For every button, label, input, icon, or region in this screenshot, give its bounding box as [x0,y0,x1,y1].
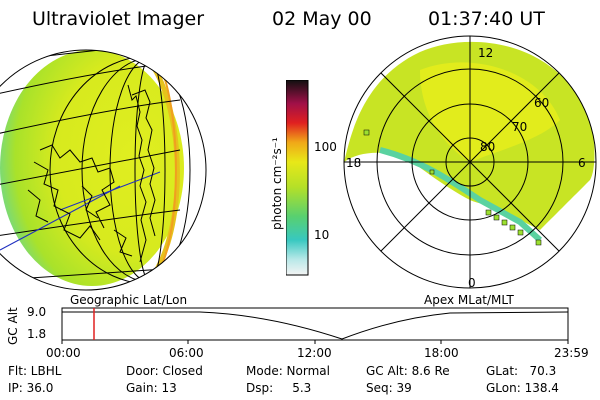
glat-info: GLat: 70.3 [486,364,557,378]
limb-bright [147,60,180,282]
apex-map-label: Apex MLat/MLT [424,293,514,307]
altitude-tick-high: 9.0 [27,305,47,319]
gain-info: Gain: 13 [126,381,177,395]
polar-grid [343,35,597,289]
mlt-label-18: 18 [346,156,362,170]
colorbar-tick-10: 10 [314,228,330,242]
time-label: 01:37:40 UT [428,8,545,30]
seq-info: Seq: 39 [366,381,412,395]
date-label: 02 May 00 [272,8,372,30]
ip-info: IP: 36.0 [8,381,54,395]
door-info: Door: Closed [126,364,203,378]
altitude-curve [62,311,569,340]
mode-info: Mode: Normal [246,364,330,378]
dayside-glow [0,50,184,286]
geographic-map-label: Geographic Lat/Lon [70,293,188,307]
time-tick-1200: 12:00 [297,346,332,360]
mlt-label-6: 6 [578,156,586,170]
instrument-title: Ultraviolet Imager [32,8,205,30]
mlt-label-0: 0 [468,276,476,290]
mlat-label-80: 80 [480,140,496,154]
time-tick-0600: 06:00 [169,346,204,360]
altitude-tick-low: 1.8 [27,327,47,341]
time-tick-2359: 23:59 [554,346,589,360]
coastlines [27,84,156,263]
time-tick-1800: 18:00 [424,346,459,360]
dsp-info: Dsp: 5.3 [246,381,312,395]
mlt-label-12: 12 [478,46,494,60]
glon-info: GLon: 138.4 [486,381,559,395]
filter-info: Flt: LBHL [8,364,62,378]
colorbar [286,80,309,276]
gc-alt-info: GC Alt: 8.6 Re [366,364,450,378]
mlat-label-60: 60 [534,96,550,110]
time-tick-0000: 00:00 [46,346,81,360]
colorbar-tick-100: 100 [314,140,337,154]
mlat-label-70: 70 [512,120,528,134]
